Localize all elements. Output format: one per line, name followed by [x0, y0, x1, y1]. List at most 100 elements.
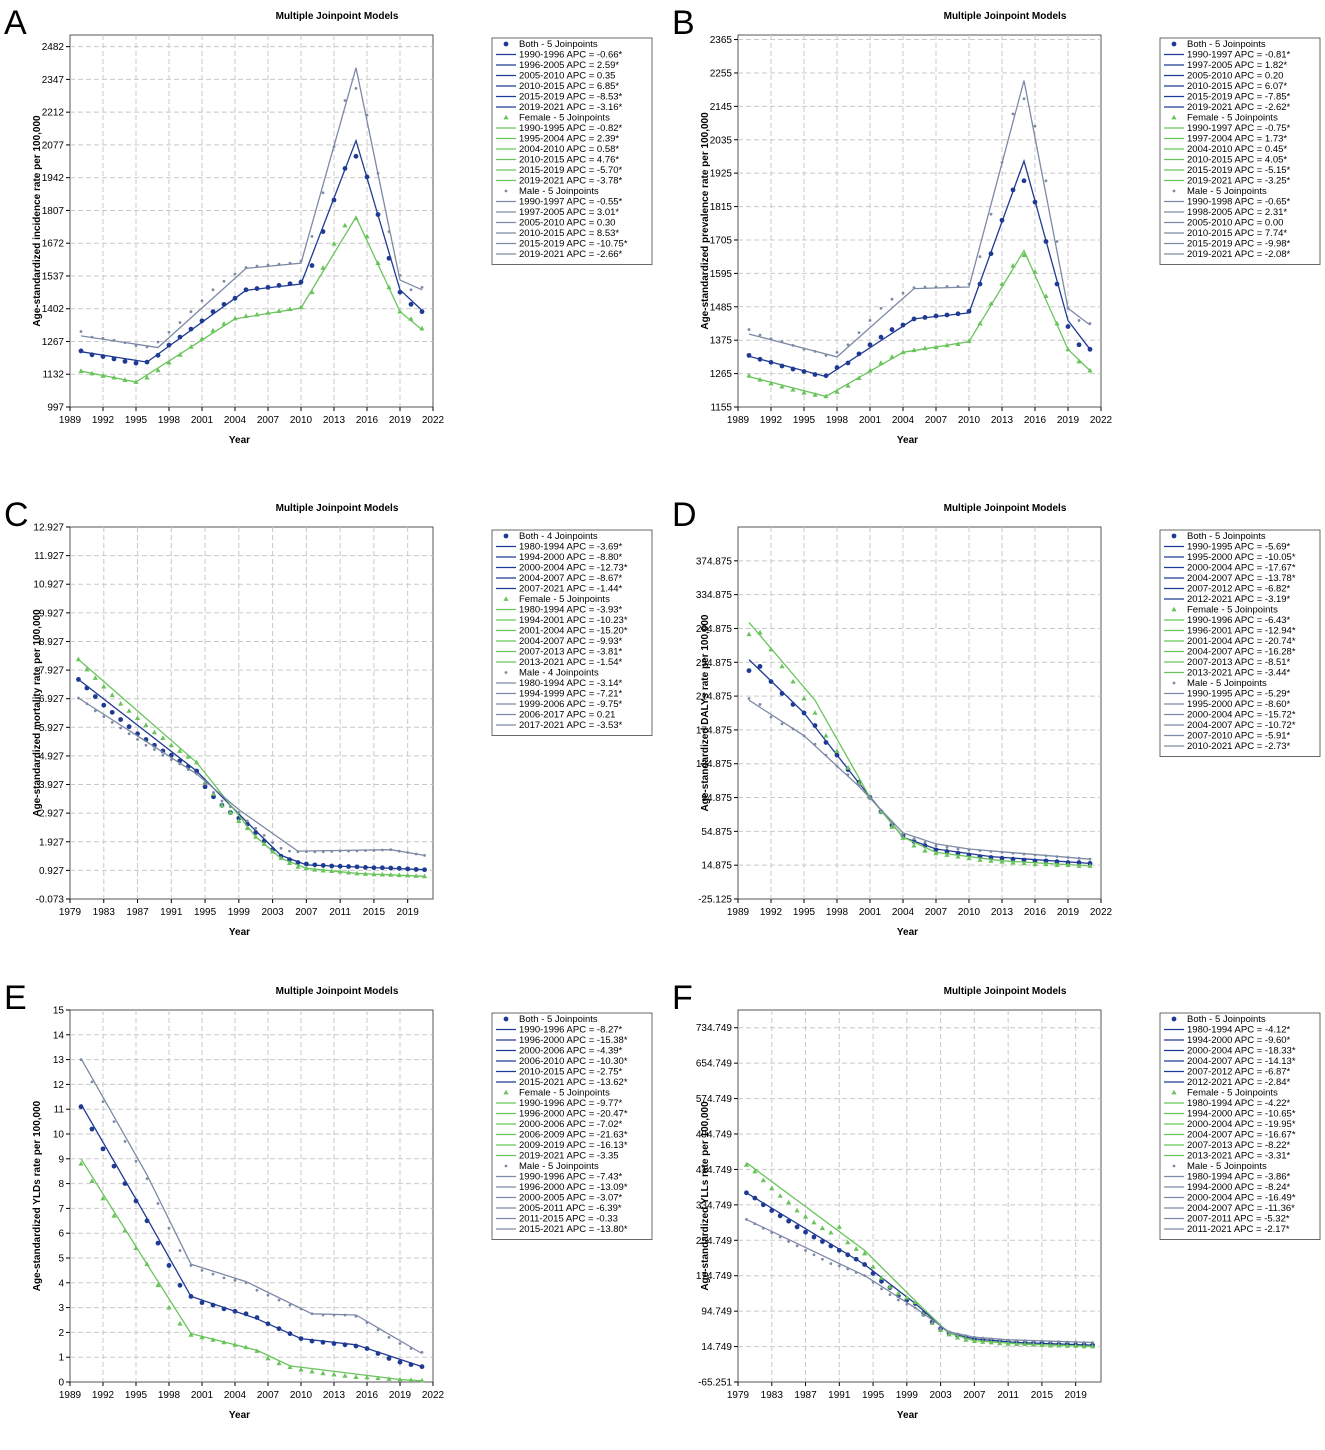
both-data-point	[422, 867, 427, 873]
x-tick-label: 2016	[356, 415, 379, 426]
male-data-point	[376, 1328, 380, 1332]
male-data-point	[310, 235, 314, 238]
y-tick-label: 1807	[42, 206, 65, 217]
female-data-point	[232, 1342, 238, 1347]
both-data-point	[1054, 859, 1060, 865]
male-data-point	[398, 273, 402, 277]
y-tick-label: 134.875	[696, 759, 733, 770]
male-data-point	[871, 1280, 875, 1284]
both-data-point	[353, 153, 359, 159]
male-data-point	[102, 715, 106, 719]
female-data-point	[889, 824, 895, 829]
y-axis-label: Age-standardized YLDs rate per 100,000	[32, 1100, 43, 1291]
x-tick-label: 1979	[59, 907, 82, 918]
male-data-point	[791, 343, 795, 347]
both-data-point	[752, 1195, 758, 1201]
female-data-point	[185, 753, 191, 759]
male-data-point	[156, 1202, 160, 1205]
legend-item: 2006-2017 APC = 0.21	[519, 710, 615, 721]
female-data-point	[977, 320, 983, 326]
both-data-point	[298, 1336, 304, 1341]
legend-item: Both - 5 Joinpoints	[519, 39, 598, 50]
both-data-point	[408, 301, 414, 307]
legend-item: 2000-2004 APC = -16.49*	[1187, 1193, 1296, 1204]
y-tick-label: 214.875	[696, 692, 733, 703]
female-data-point	[134, 715, 141, 720]
male-data-point	[145, 1177, 149, 1181]
male-data-point	[288, 849, 291, 853]
legend-item: 2012-2021 APC = -2.84*	[1187, 1077, 1291, 1088]
legend-item: 2004-2007 APC = -8.67*	[519, 573, 623, 584]
male-data-point	[79, 1058, 83, 1061]
x-tick-label: 2019	[1057, 907, 1080, 918]
both-data-point	[757, 356, 763, 362]
male-data-point	[795, 1244, 799, 1248]
female-data-point	[253, 834, 259, 839]
y-tick-label: 94.875	[701, 793, 732, 804]
panel-letter: A	[4, 4, 27, 42]
female-data-point	[779, 663, 785, 669]
male-data-point	[1022, 852, 1026, 856]
female-data-point	[188, 1332, 194, 1337]
legend-item: 1994-2000 APC = -9.60*	[1187, 1035, 1291, 1046]
legend-marker	[1171, 1016, 1177, 1022]
male-data-point	[1082, 1341, 1086, 1344]
y-axis: 997 1132 1267 1402 1537 1672 1807 1942 2077 2212 2…	[42, 42, 433, 414]
x-tick-label: 2019	[397, 907, 420, 918]
male-data-point	[835, 350, 839, 354]
male-data-point	[364, 849, 367, 852]
female-data-point	[227, 809, 233, 815]
both-data-point	[988, 251, 994, 257]
both-data-point	[955, 311, 961, 317]
both-data-point	[779, 691, 785, 696]
female-data-point	[811, 1219, 817, 1225]
female-data-point	[768, 380, 774, 386]
y-tick-label: 1595	[710, 269, 733, 280]
male-data-point	[330, 850, 334, 853]
legend-item: 1990-1996 APC = -6.43*	[1187, 615, 1291, 626]
male-joinpoint-line	[80, 67, 423, 349]
female-data-point	[786, 1199, 792, 1205]
both-data-point	[794, 1224, 800, 1230]
legend-item: Male - 5 Joinpoints	[519, 1161, 599, 1172]
female-data-point	[1087, 863, 1093, 868]
female-data-point	[75, 656, 82, 662]
plot-area	[69, 526, 434, 900]
female-data-point	[89, 370, 95, 376]
y-tick-label: 294.875	[696, 624, 733, 635]
y-tick-label: 10	[53, 1130, 65, 1141]
y-tick-label: 654.749	[696, 1059, 733, 1070]
male-data-point	[372, 849, 376, 852]
female-data-point	[867, 367, 873, 373]
x-tick-label: 2004	[892, 907, 915, 918]
both-data-point	[371, 865, 377, 871]
legend-item: 2004-2010 APC = 0.58*	[519, 144, 619, 155]
male-data-point	[1000, 850, 1004, 854]
x-axis-label: Year	[229, 435, 250, 446]
y-tick-label: 1.927	[39, 837, 64, 848]
female-data-point	[1064, 1343, 1070, 1348]
legend-item: Female - 5 Joinpoints	[519, 113, 610, 124]
y-tick-label: 374.875	[696, 556, 733, 567]
y-tick-label: 254.749	[696, 1236, 733, 1247]
y-tick-label: 7	[58, 1204, 64, 1215]
legend-item: 1980-1994 APC = -3.14*	[519, 678, 623, 689]
female-data-point	[1054, 862, 1060, 867]
legend-item: 2006-2010 APC = -10.30*	[519, 1056, 628, 1067]
legend-item: Male - 5 Joinpoints	[1187, 678, 1267, 689]
series-female	[746, 249, 1093, 399]
y-tick-label: 6	[58, 1229, 64, 1240]
x-axis-label: Year	[897, 1410, 918, 1421]
y-tick-label: 14.749	[701, 1342, 732, 1353]
chart-title: Multiple Joinpoint Models	[276, 986, 399, 997]
y-tick-label: 1925	[710, 169, 733, 180]
male-data-point	[846, 1267, 850, 1271]
female-data-point	[1039, 1342, 1045, 1348]
female-data-point	[210, 1337, 216, 1342]
male-data-point	[835, 764, 839, 768]
female-data-point	[78, 368, 84, 373]
x-tick-label: 1989	[727, 907, 750, 918]
series-female	[746, 621, 1093, 868]
both-data-point	[84, 685, 90, 691]
